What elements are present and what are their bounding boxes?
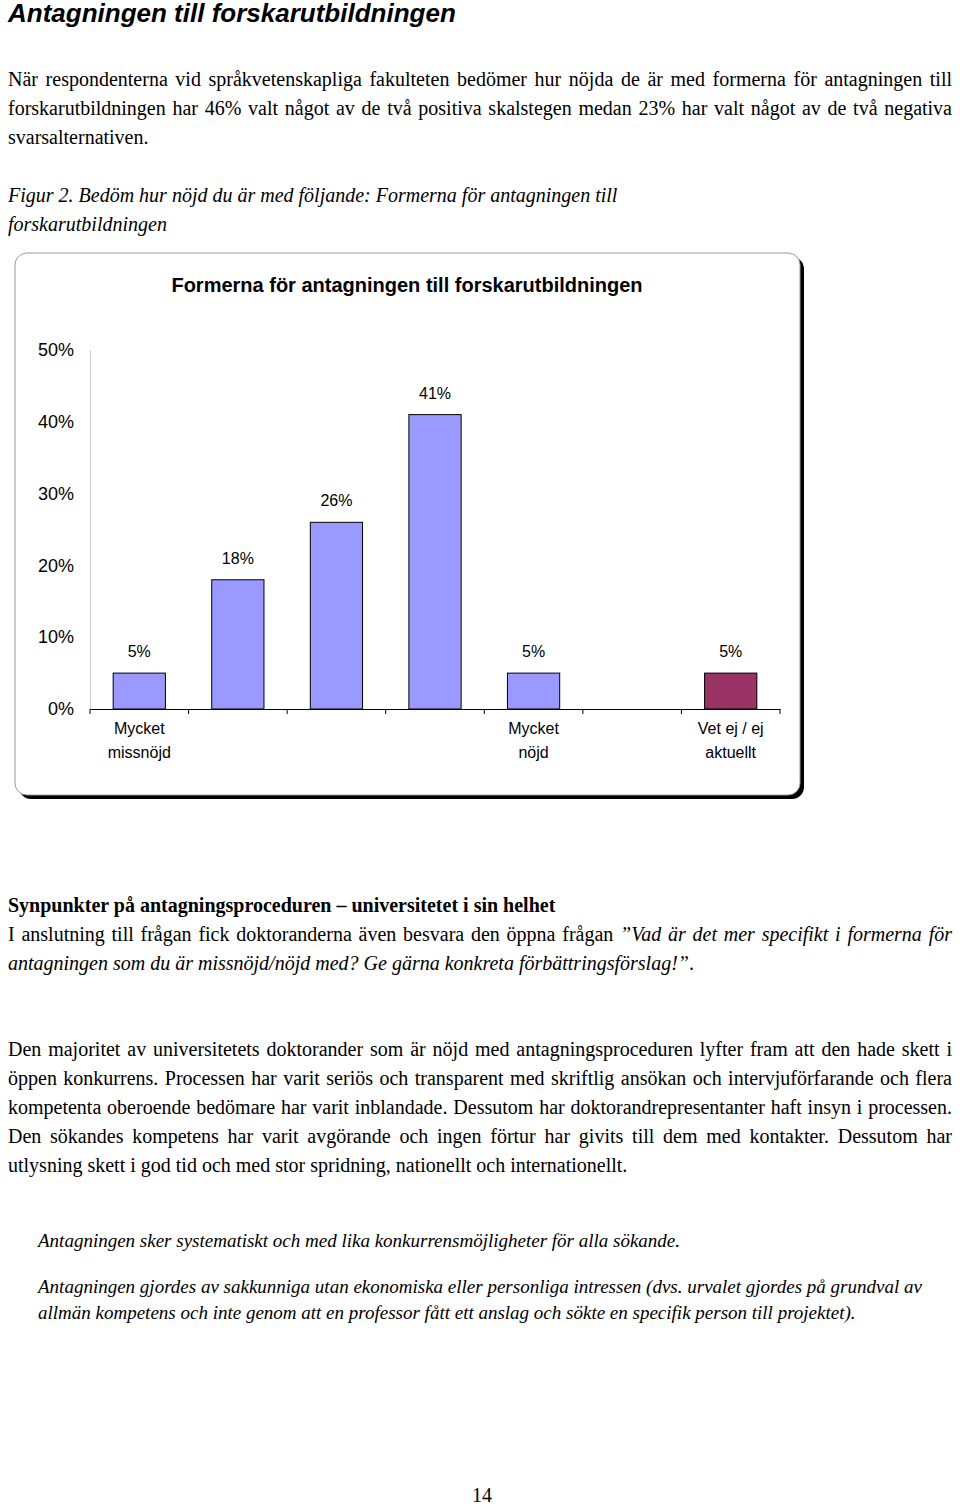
y-tick-label: 30%: [38, 484, 74, 504]
paragraph-text: I anslutning till frågan fick doktorande…: [8, 923, 613, 945]
category-separator: [582, 709, 583, 714]
data-label: 5%: [128, 643, 151, 660]
page-heading: Antagningen till forskarutbildningen: [8, 0, 456, 29]
bar: [310, 522, 362, 709]
page-number: 14: [460, 1481, 504, 1506]
y-tick-label: 40%: [38, 412, 74, 432]
chart-frame: [15, 253, 800, 795]
category-separator: [681, 709, 682, 714]
y-tick: 10%: [38, 627, 90, 647]
category-separator: [484, 709, 485, 714]
x-tick-label: Vet ej / ejaktuellt: [698, 720, 764, 760]
category-separator: [780, 709, 781, 714]
data-label: 41%: [419, 385, 451, 402]
x-tick: Mycketmissnöjd: [108, 709, 171, 761]
data-label: 26%: [320, 492, 352, 509]
y-tick-label: 10%: [38, 627, 74, 647]
paragraph: I anslutning till frågan fick doktorande…: [8, 920, 952, 978]
bars: [113, 415, 757, 709]
category-separator: [385, 709, 386, 714]
category-separator: [90, 709, 91, 714]
bar: [507, 673, 559, 709]
y-axis: 0% 10% 20% 30% 40% 50%: [38, 340, 91, 719]
data-label: 18%: [222, 550, 254, 567]
x-tick: Vet ej / ejaktuellt: [698, 709, 764, 761]
y-tick-label: 50%: [38, 340, 74, 360]
quote: Antagningen gjordes av sakkunniga utan e…: [38, 1274, 950, 1326]
paragraph-end: .: [689, 952, 694, 974]
y-tick-label: 0%: [48, 699, 74, 719]
x-axis: Mycketmissnöjd Mycketnöjd Vet ej / ejaktue…: [91, 709, 781, 761]
x-axis-line: [91, 709, 781, 710]
bar: [705, 673, 757, 709]
section-heading: Synpunkter på antagningsproceduren – uni…: [8, 891, 952, 920]
data-label: 5%: [522, 643, 545, 660]
intro-paragraph: När respondenterna vid språkvetenskaplig…: [8, 65, 952, 152]
category-separator: [188, 709, 189, 714]
chart: Formerna för antagningen till forskarutb…: [0, 240, 820, 810]
bar: [409, 415, 461, 709]
data-labels: 5% 18% 26% 41% 5% 5%: [128, 385, 743, 660]
category-separator: [287, 709, 288, 714]
data-label: 5%: [719, 643, 742, 660]
y-tick: 20%: [38, 556, 90, 576]
paragraph: Den majoritet av universitetets doktoran…: [8, 1035, 952, 1180]
y-axis-line: [90, 351, 91, 710]
chart-title: Formerna för antagningen till forskarutb…: [171, 274, 642, 296]
x-tick: Mycketnöjd: [508, 709, 559, 761]
y-tick: 30%: [38, 484, 90, 504]
y-tick-label: 20%: [38, 556, 74, 576]
bar: [113, 673, 165, 709]
category-separators: [90, 709, 780, 714]
x-tick-label: Mycketmissnöjd: [108, 720, 171, 760]
bar: [212, 580, 264, 709]
y-tick: 0%: [48, 699, 90, 719]
quote: Antagningen sker systematiskt och med li…: [38, 1228, 950, 1254]
x-tick-label: Mycketnöjd: [508, 720, 559, 760]
figure-caption: Figur 2. Bedöm hur nöjd du är med följan…: [8, 181, 768, 239]
y-tick: 50%: [38, 340, 90, 360]
y-tick: 40%: [38, 412, 90, 432]
section: Synpunkter på antagningsproceduren – uni…: [8, 891, 952, 978]
